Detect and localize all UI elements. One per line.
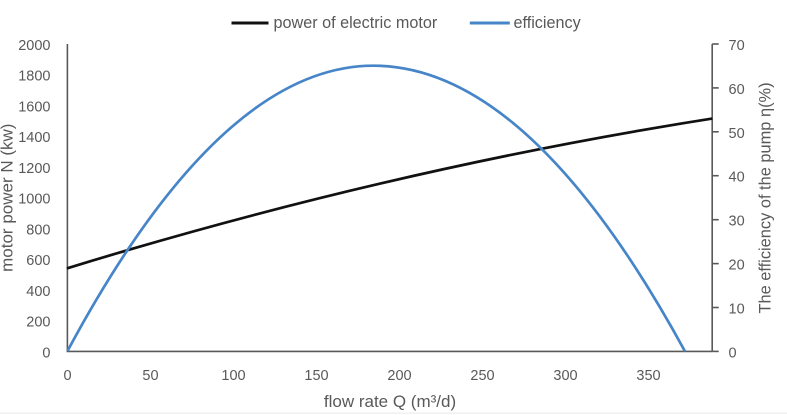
svg-text:0: 0 xyxy=(63,368,71,384)
svg-text:1000: 1000 xyxy=(18,192,50,208)
svg-text:800: 800 xyxy=(26,222,50,238)
svg-text:200: 200 xyxy=(26,315,50,331)
svg-text:efficiency: efficiency xyxy=(514,14,582,32)
svg-text:70: 70 xyxy=(729,38,745,54)
svg-text:300: 300 xyxy=(553,368,577,384)
svg-text:400: 400 xyxy=(26,284,50,300)
svg-text:20: 20 xyxy=(729,258,745,274)
svg-text:The efficiency of the pump η(%: The efficiency of the pump η(%) xyxy=(757,82,775,313)
svg-text:1800: 1800 xyxy=(18,69,50,85)
svg-text:50: 50 xyxy=(729,126,745,142)
svg-text:60: 60 xyxy=(729,82,745,98)
svg-text:2000: 2000 xyxy=(18,38,50,54)
svg-text:0: 0 xyxy=(729,345,737,361)
svg-text:40: 40 xyxy=(729,170,745,186)
svg-text:0: 0 xyxy=(42,345,50,361)
svg-text:150: 150 xyxy=(304,368,328,384)
svg-text:1400: 1400 xyxy=(18,130,50,146)
svg-text:motor power N (kw): motor power N (kw) xyxy=(0,124,17,272)
svg-text:1600: 1600 xyxy=(18,100,50,116)
svg-text:50: 50 xyxy=(142,368,158,384)
svg-text:30: 30 xyxy=(729,214,745,230)
svg-text:350: 350 xyxy=(636,368,660,384)
svg-text:power of electric motor: power of electric motor xyxy=(274,14,438,32)
svg-text:10: 10 xyxy=(729,302,745,318)
svg-text:250: 250 xyxy=(470,368,494,384)
svg-text:1200: 1200 xyxy=(18,161,50,177)
svg-text:600: 600 xyxy=(26,253,50,269)
svg-text:200: 200 xyxy=(387,368,411,384)
svg-text:100: 100 xyxy=(221,368,245,384)
svg-text:flow rate Q (m³/d): flow rate Q (m³/d) xyxy=(324,392,456,411)
